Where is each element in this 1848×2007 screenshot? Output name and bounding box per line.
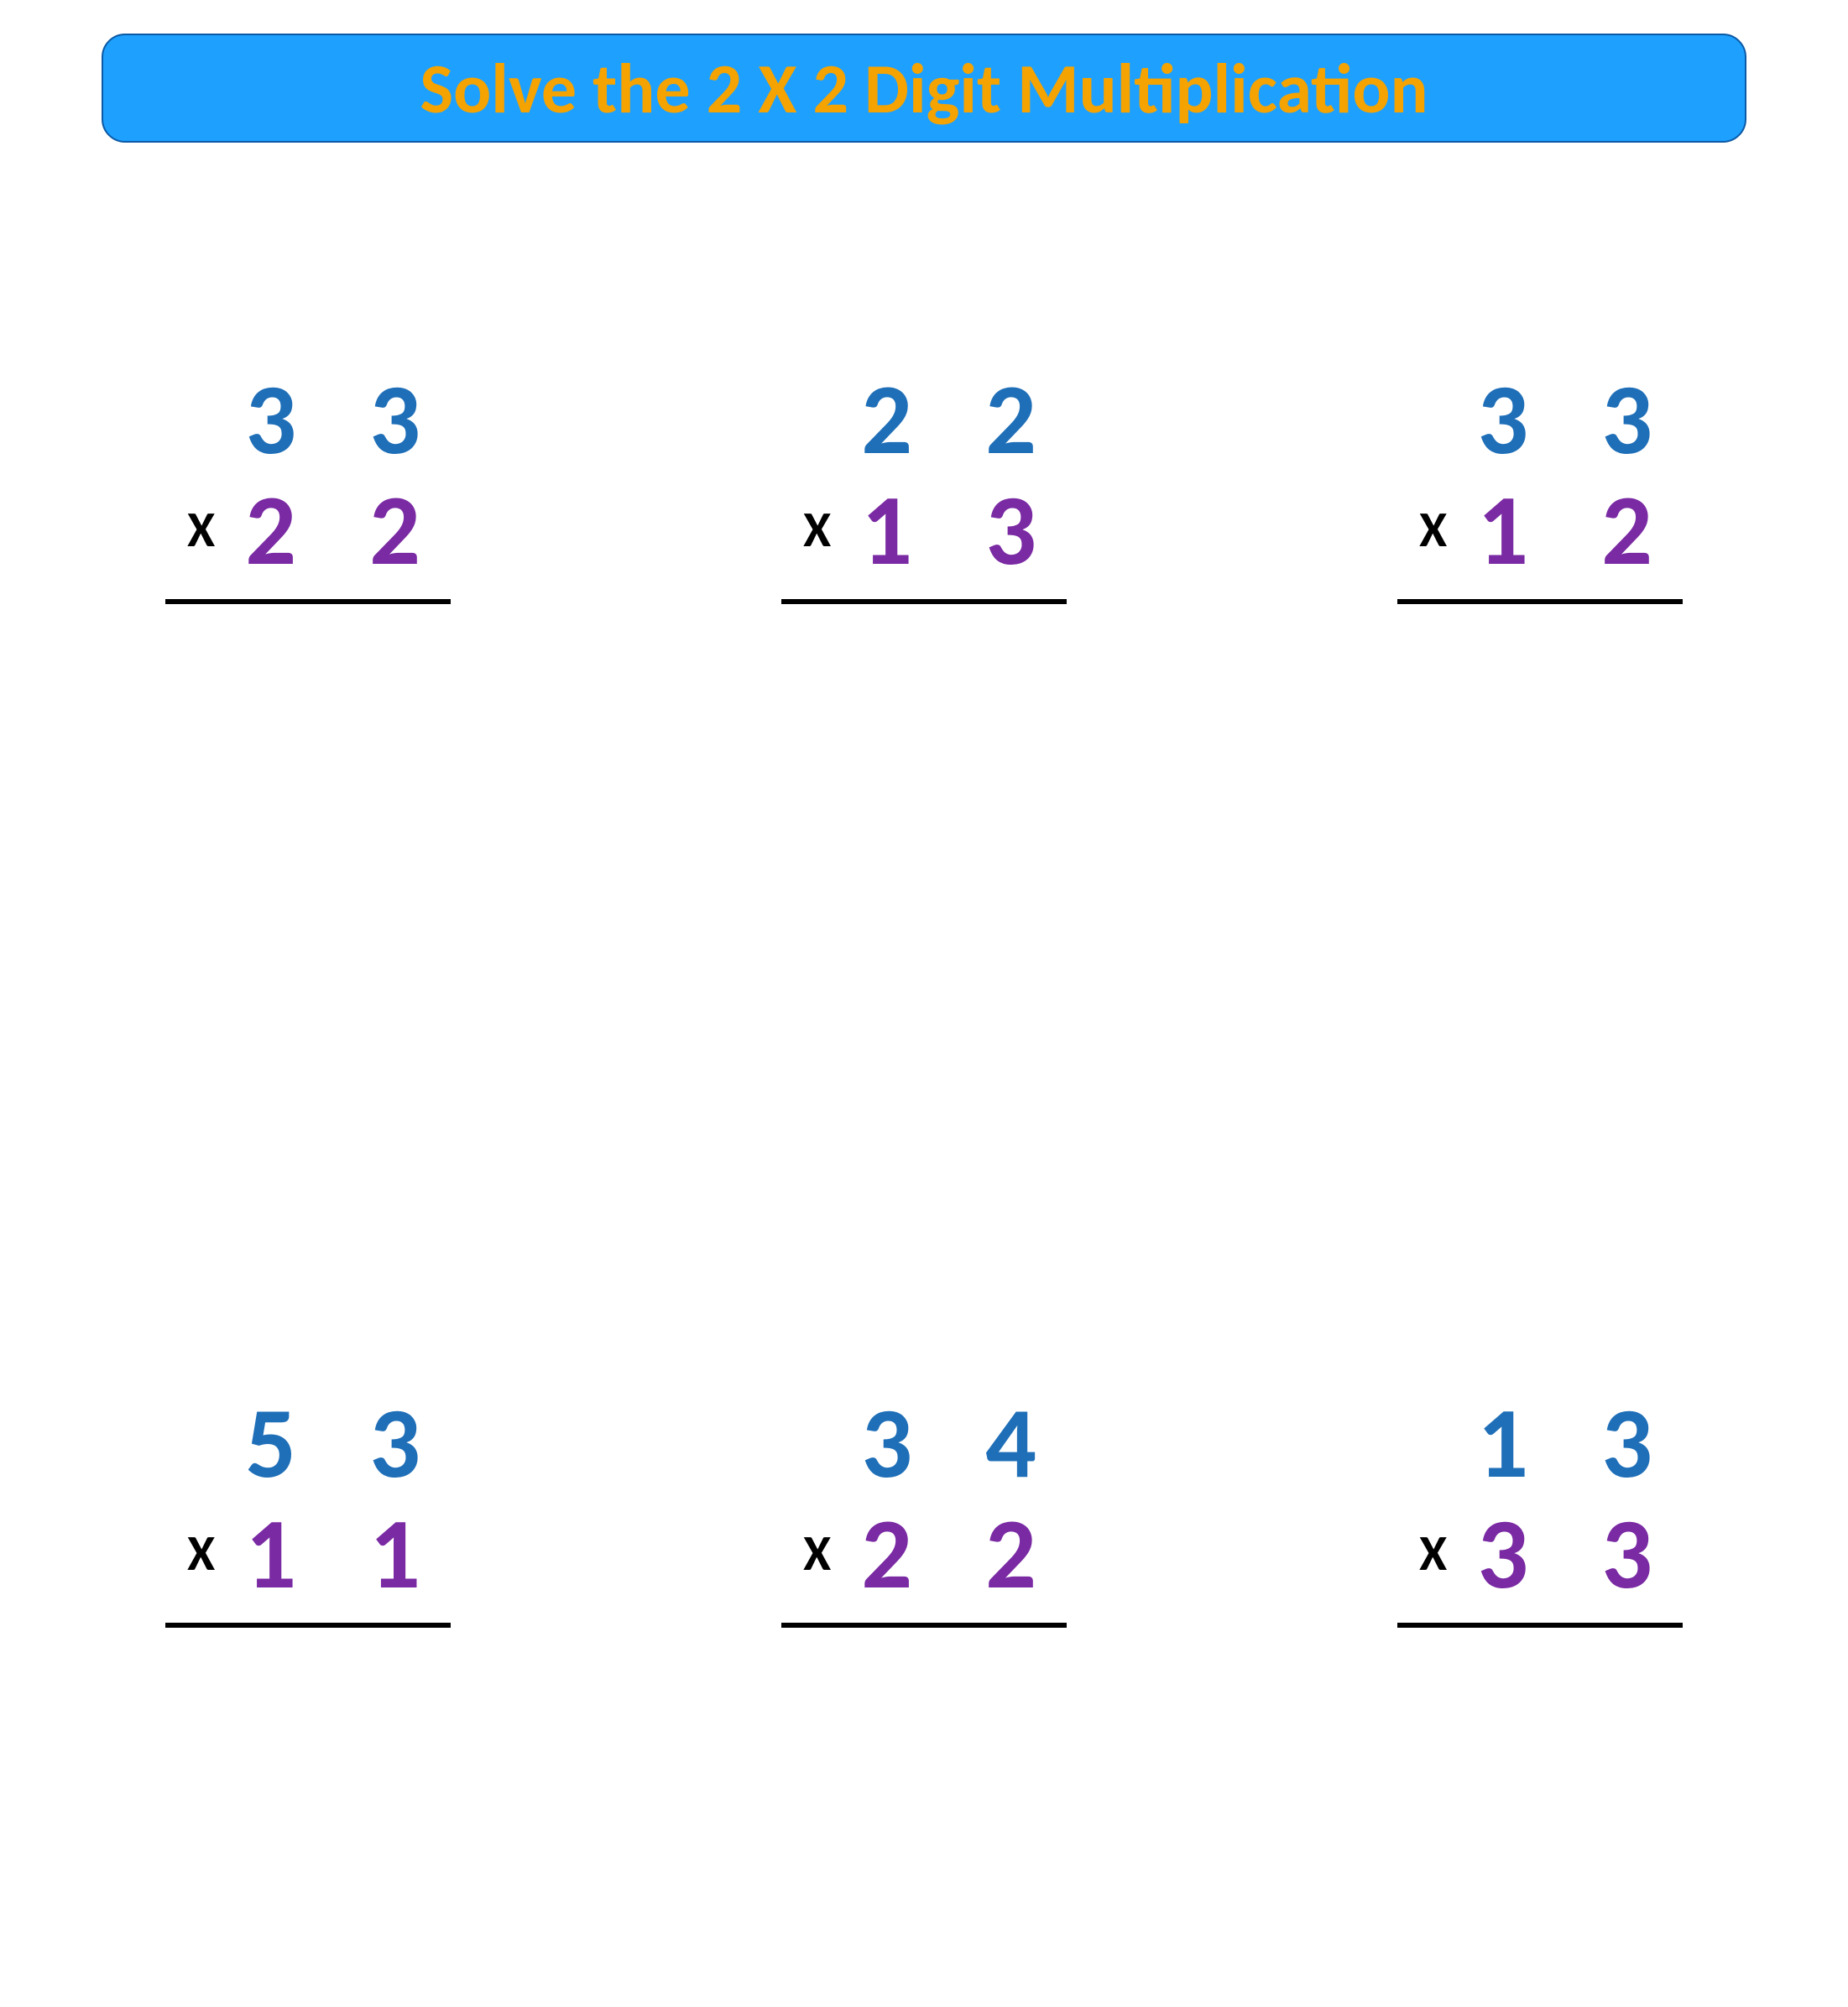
problem-6: 1 3 X 3 3 (1232, 1393, 1848, 1879)
multiply-sign: X (1419, 1529, 1447, 1579)
multiplicand: 3 3 (245, 369, 451, 470)
multiplier: 1 1 (245, 1504, 451, 1604)
multiplier: 3 3 (1477, 1504, 1683, 1604)
multiplicand: 3 4 (861, 1393, 1067, 1494)
multiply-sign: X (1419, 505, 1447, 555)
multiply-sign: X (187, 1529, 215, 1579)
bottom-row: X 2 2 (781, 1504, 1067, 1604)
top-row: 2 2 (781, 369, 1067, 480)
problems-grid: 3 3 X 2 2 2 2 X 1 3 3 3 X 1 2 (0, 369, 1848, 1879)
multiplier: 1 2 (1477, 480, 1683, 581)
problem-1: 3 3 X 2 2 (0, 369, 616, 856)
bottom-row: X 1 2 (1397, 480, 1683, 581)
multiplicand: 5 3 (245, 1393, 451, 1494)
top-row: 1 3 (1397, 1393, 1683, 1504)
bottom-row: X 1 1 (165, 1504, 451, 1604)
equals-line (781, 1623, 1067, 1628)
top-row: 5 3 (165, 1393, 451, 1504)
multiplier: 2 2 (245, 480, 451, 581)
multiplicand: 1 3 (1477, 1393, 1683, 1494)
multiplier: 2 2 (861, 1504, 1067, 1604)
bottom-row: X 1 3 (781, 480, 1067, 581)
bottom-row: X 3 3 (1397, 1504, 1683, 1604)
problem-2: 2 2 X 1 3 (616, 369, 1232, 856)
top-row: 3 4 (781, 1393, 1067, 1504)
title-text: Solve the 2 X 2 Digit Multiplication (420, 45, 1428, 132)
worksheet-page: Solve the 2 X 2 Digit Multiplication 3 3… (0, 0, 1848, 2007)
title-banner: Solve the 2 X 2 Digit Multiplication (102, 34, 1746, 143)
equals-line (165, 599, 451, 604)
top-row: 3 3 (165, 369, 451, 480)
equals-line (781, 599, 1067, 604)
problem-3: 3 3 X 1 2 (1232, 369, 1848, 856)
multiply-sign: X (187, 505, 215, 555)
top-row: 3 3 (1397, 369, 1683, 480)
multiplier: 1 3 (861, 480, 1067, 581)
bottom-row: X 2 2 (165, 480, 451, 581)
multiply-sign: X (803, 1529, 831, 1579)
multiply-sign: X (803, 505, 831, 555)
problem-5: 3 4 X 2 2 (616, 1393, 1232, 1879)
equals-line (1397, 1623, 1683, 1628)
multiplicand: 3 3 (1477, 369, 1683, 470)
multiplicand: 2 2 (861, 369, 1067, 470)
problem-4: 5 3 X 1 1 (0, 1393, 616, 1879)
equals-line (165, 1623, 451, 1628)
equals-line (1397, 599, 1683, 604)
